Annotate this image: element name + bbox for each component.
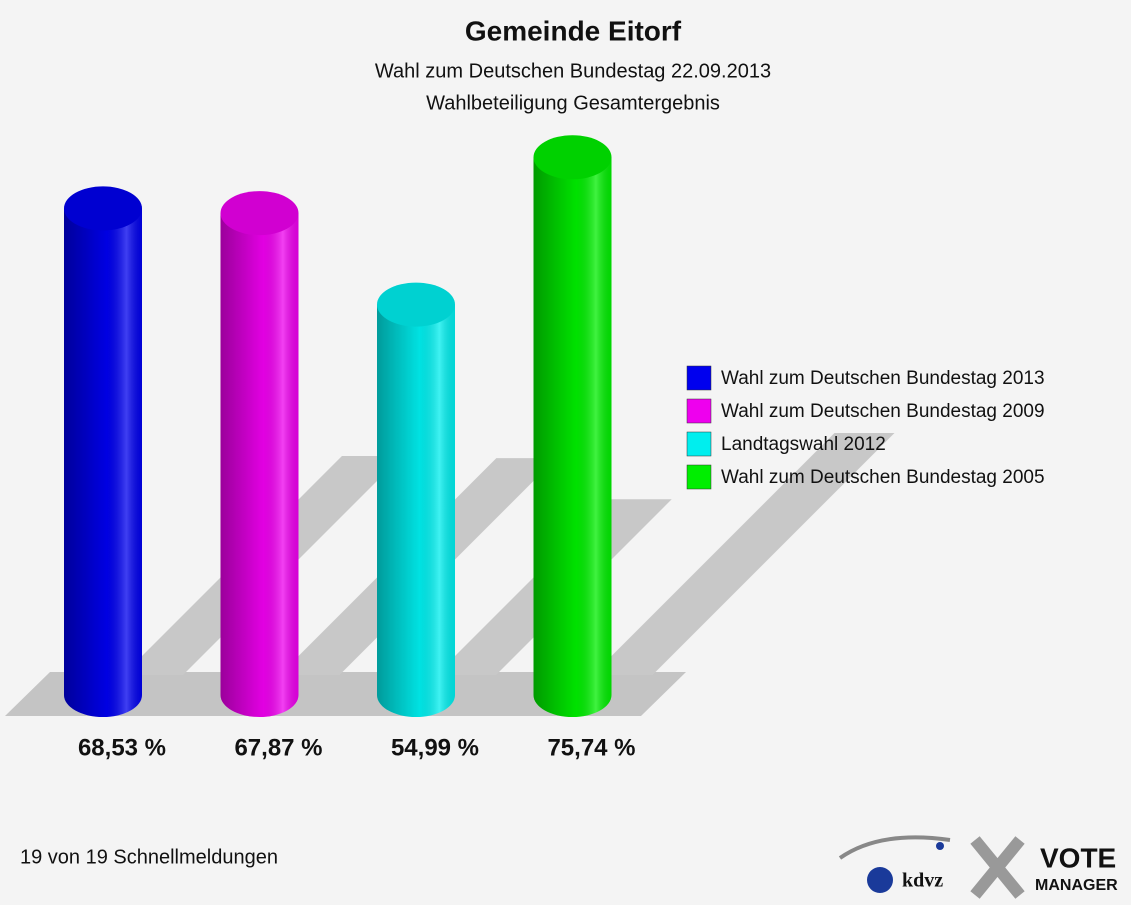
chart-subtitle: Wahlbeteiligung Gesamtergebnis — [426, 92, 720, 114]
bar — [533, 135, 612, 718]
bar-top-shading — [377, 282, 455, 327]
value-label: 75,74 % — [547, 734, 635, 761]
bar-top — [377, 282, 455, 327]
footer-note: 19 von 19 Schnellmeldungen — [20, 846, 278, 868]
bar-shading — [220, 213, 299, 718]
bar-top-shading — [64, 186, 142, 231]
logo-swoosh — [838, 835, 951, 860]
logo-text: VOTE — [1040, 842, 1116, 873]
logo-x — [970, 836, 1025, 899]
value-label: 54,99 % — [391, 734, 479, 761]
legend-label: Wahl zum Deutschen Bundestag 2009 — [721, 401, 1045, 422]
bar-top — [220, 191, 299, 236]
legend-swatch — [686, 464, 712, 490]
bar-top — [533, 135, 612, 180]
legend-swatch — [686, 398, 712, 424]
bar-top-shading — [533, 135, 612, 180]
chart-title: Gemeinde Eitorf — [465, 15, 682, 46]
plot-area: 68,53 % 67,87 % 54,99 % 75,74 % — [64, 135, 895, 761]
floor — [5, 672, 686, 716]
bar-top — [64, 186, 142, 231]
legend-label: Wahl zum Deutschen Bundestag 2013 — [721, 368, 1045, 389]
legend-label: Landtagswahl 2012 — [721, 434, 886, 455]
bar-shading — [533, 157, 612, 718]
bar-shading — [377, 304, 455, 717]
logo-text: MANAGER — [1035, 877, 1118, 894]
logo-ball — [867, 867, 893, 893]
bar-top-shading — [220, 191, 299, 236]
logo-text: kdvz — [902, 870, 943, 892]
bar — [64, 186, 142, 717]
legend-swatch — [686, 365, 712, 391]
legend-swatch — [686, 431, 712, 457]
bar — [220, 191, 299, 718]
chart-subtitle: Wahl zum Deutschen Bundestag 22.09.2013 — [375, 60, 771, 82]
legend-label: Wahl zum Deutschen Bundestag 2005 — [721, 467, 1045, 488]
bar-shading — [64, 208, 142, 717]
logo-ball — [936, 842, 944, 850]
value-label: 67,87 % — [234, 734, 322, 761]
value-label: 68,53 % — [78, 734, 166, 761]
bar — [377, 282, 455, 717]
logo: kdvz VOTE MANAGER — [838, 835, 1118, 899]
bar-shadow — [592, 433, 895, 675]
legend: Wahl zum Deutschen Bundestag 2013 Wahl zu… — [686, 365, 1045, 490]
